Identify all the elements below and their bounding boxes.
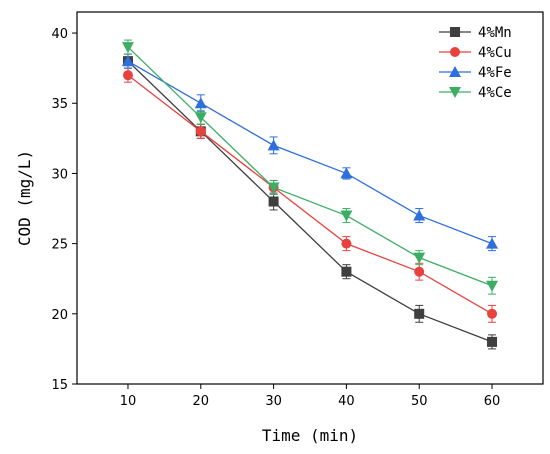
y-axis-title: COD (mg/L) xyxy=(15,150,34,246)
y-tick-label: 20 xyxy=(51,308,68,323)
data-point xyxy=(195,126,206,137)
legend-label: 4%Fe xyxy=(478,65,512,81)
data-point xyxy=(267,139,280,151)
legend-marker xyxy=(450,47,460,57)
legend-marker xyxy=(449,66,461,77)
legend-item: 4%Cu xyxy=(439,45,512,61)
data-point xyxy=(414,308,425,319)
y-tick-label: 40 xyxy=(51,27,68,42)
series-line xyxy=(127,60,493,245)
legend-label: 4%Ce xyxy=(478,85,512,101)
axes: 10 20 30 40 50 60 15 20 25 30 35 40 xyxy=(51,11,544,409)
data-point xyxy=(341,238,352,249)
plot-frame xyxy=(76,11,544,385)
x-axis-title: Time (min) xyxy=(262,426,358,445)
series-4pct-fe xyxy=(121,53,499,252)
x-tick-label: 40 xyxy=(338,394,355,409)
legend-item: 4%Ce xyxy=(439,85,512,101)
legend-item: 4%Fe xyxy=(439,65,512,81)
data-point xyxy=(121,55,134,67)
y-tick-label: 25 xyxy=(51,238,68,253)
series-line xyxy=(127,46,493,287)
x-tick-label: 10 xyxy=(120,394,137,409)
data-point xyxy=(194,112,207,124)
legend-item: 4%Mn xyxy=(439,25,512,41)
data-point xyxy=(486,280,499,292)
x-tick-label: 20 xyxy=(193,394,210,409)
data-point xyxy=(341,266,352,277)
legend-marker xyxy=(450,27,460,37)
series-layer xyxy=(121,39,499,350)
x-tick-label: 50 xyxy=(411,394,428,409)
legend-label: 4%Cu xyxy=(478,45,512,61)
series-4pct-ce xyxy=(121,39,499,295)
x-tick-label: 30 xyxy=(265,394,282,409)
series-4pct-cu xyxy=(122,67,498,323)
data-point xyxy=(340,167,353,179)
data-point xyxy=(413,252,426,264)
series-line xyxy=(127,74,493,315)
series-line xyxy=(127,60,493,343)
data-point xyxy=(194,97,207,109)
y-tick-label: 35 xyxy=(51,97,68,112)
data-point xyxy=(414,266,425,277)
data-point xyxy=(487,308,498,319)
x-tick-label: 60 xyxy=(484,394,501,409)
data-point xyxy=(122,70,133,81)
y-tick-label: 15 xyxy=(51,378,68,393)
data-point xyxy=(487,336,498,347)
legend-marker xyxy=(449,87,461,98)
data-point xyxy=(486,237,499,249)
data-point xyxy=(340,210,353,222)
legend: 4%Mn 4%Cu 4%Fe 4%Ce xyxy=(439,25,512,101)
data-point xyxy=(267,182,280,194)
y-tick-label: 30 xyxy=(51,167,68,182)
data-point xyxy=(413,209,426,221)
data-point xyxy=(268,196,279,207)
legend-label: 4%Mn xyxy=(478,25,512,41)
data-point xyxy=(121,42,134,54)
